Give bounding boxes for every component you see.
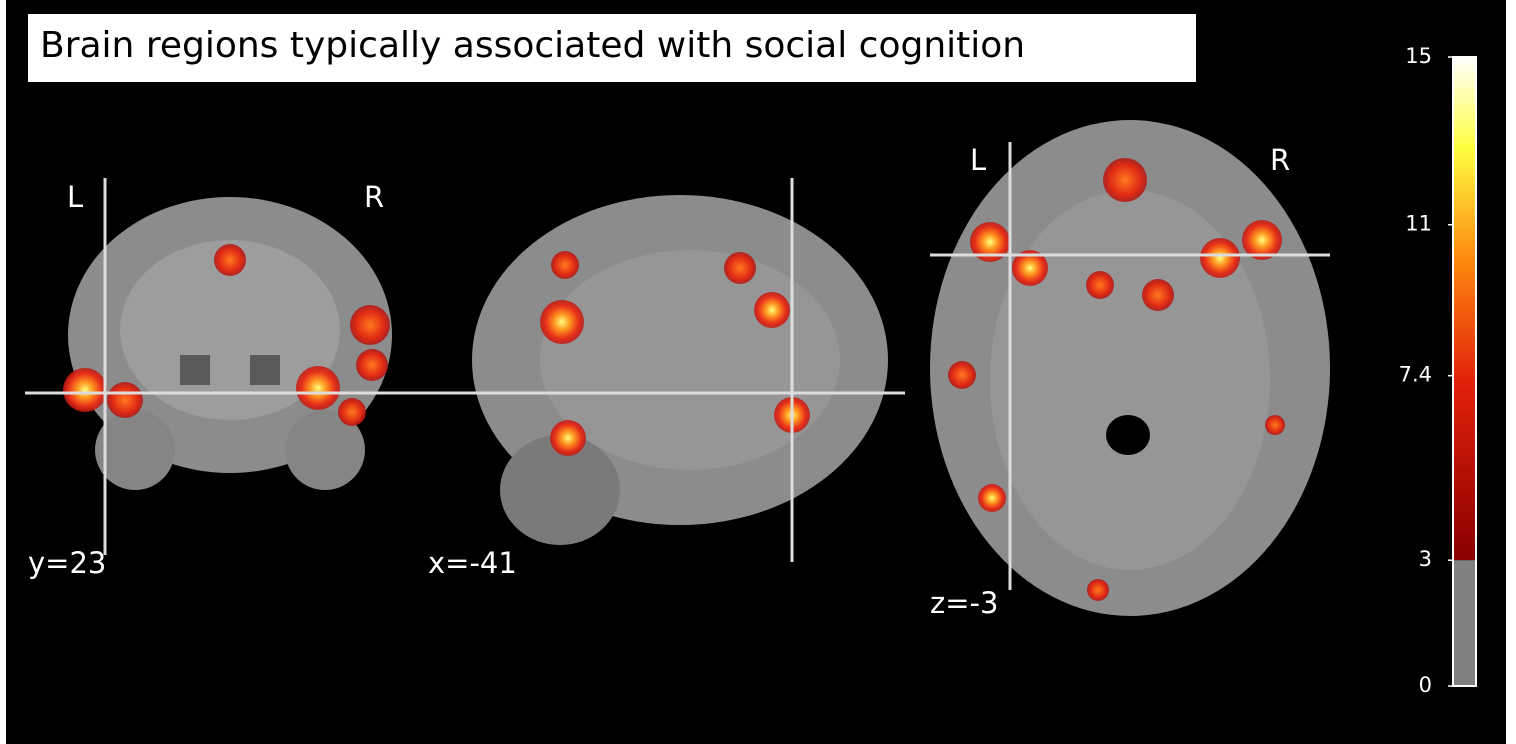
title-box <box>28 14 1196 82</box>
coronal-slice <box>63 197 392 490</box>
axial-slice <box>930 120 1330 616</box>
side-label: R <box>1270 143 1290 177</box>
side-label: L <box>970 143 986 177</box>
colorbar-frame <box>1452 56 1477 687</box>
slice-label: z=-3 <box>930 586 998 620</box>
crosshairs <box>25 142 1330 590</box>
slice-label: x=-41 <box>428 546 517 580</box>
colorbar-tick-label: 7.4 <box>1399 363 1432 387</box>
side-label: R <box>364 180 384 214</box>
colorbar-tick-label: 0 <box>1419 673 1432 697</box>
title: Brain regions typically associated with … <box>40 25 1025 66</box>
slice-label: y=23 <box>28 546 106 580</box>
side-label: L <box>67 180 83 214</box>
colorbar-tick-label: 15 <box>1405 44 1432 68</box>
colorbar-gray <box>1453 560 1476 686</box>
colorbar-tick-label: 11 <box>1405 212 1432 236</box>
colorbar-hot <box>1453 57 1476 561</box>
colorbar-tick-label: 3 <box>1419 547 1432 571</box>
colorbar: 0 3 7.4 11 15 <box>1399 44 1477 697</box>
